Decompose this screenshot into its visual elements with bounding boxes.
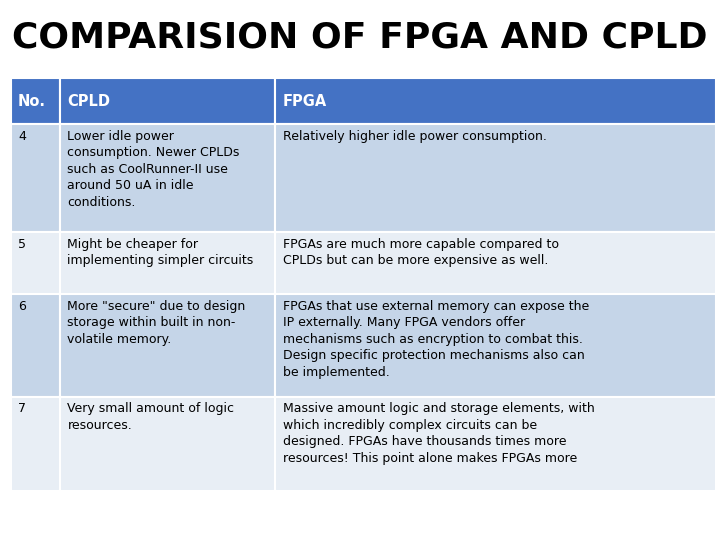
Text: 5: 5 [18,238,26,251]
Bar [60,294,275,397]
Bar [60,232,275,294]
Bar [275,397,716,491]
Bar [11,294,60,397]
Text: FPGA: FPGA [283,94,327,109]
Bar [275,78,716,124]
Bar [11,124,60,232]
Bar [11,78,60,124]
Text: 6: 6 [18,300,26,313]
Bar [275,124,716,232]
Bar [11,397,60,491]
Text: Relatively higher idle power consumption.: Relatively higher idle power consumption… [283,130,546,143]
Text: Very small amount of logic
resources.: Very small amount of logic resources. [68,402,235,432]
Text: 4: 4 [18,130,26,143]
Bar [60,397,275,491]
Bar [275,232,716,294]
Text: Massive amount logic and storage elements, with
which incredibly complex circuit: Massive amount logic and storage element… [283,402,594,465]
Text: FPGAs that use external memory can expose the
IP externally. Many FPGA vendors o: FPGAs that use external memory can expos… [283,300,589,379]
Text: More "secure" due to design
storage within built in non-
volatile memory.: More "secure" due to design storage with… [68,300,246,346]
Bar [275,294,716,397]
Text: Might be cheaper for
implementing simpler circuits: Might be cheaper for implementing simple… [68,238,253,267]
Bar [60,124,275,232]
Bar [60,78,275,124]
Text: Lower idle power
consumption. Newer CPLDs
such as CoolRunner-II use
around 50 uA: Lower idle power consumption. Newer CPLD… [68,130,240,208]
Text: 7: 7 [18,402,26,415]
Text: CPLD: CPLD [68,94,110,109]
Bar [11,232,60,294]
Text: FPGAs are much more capable compared to
CPLDs but can be more expensive as well.: FPGAs are much more capable compared to … [283,238,559,267]
Text: COMPARISION OF FPGA AND CPLD: COMPARISION OF FPGA AND CPLD [12,21,708,55]
Text: No.: No. [18,94,46,109]
